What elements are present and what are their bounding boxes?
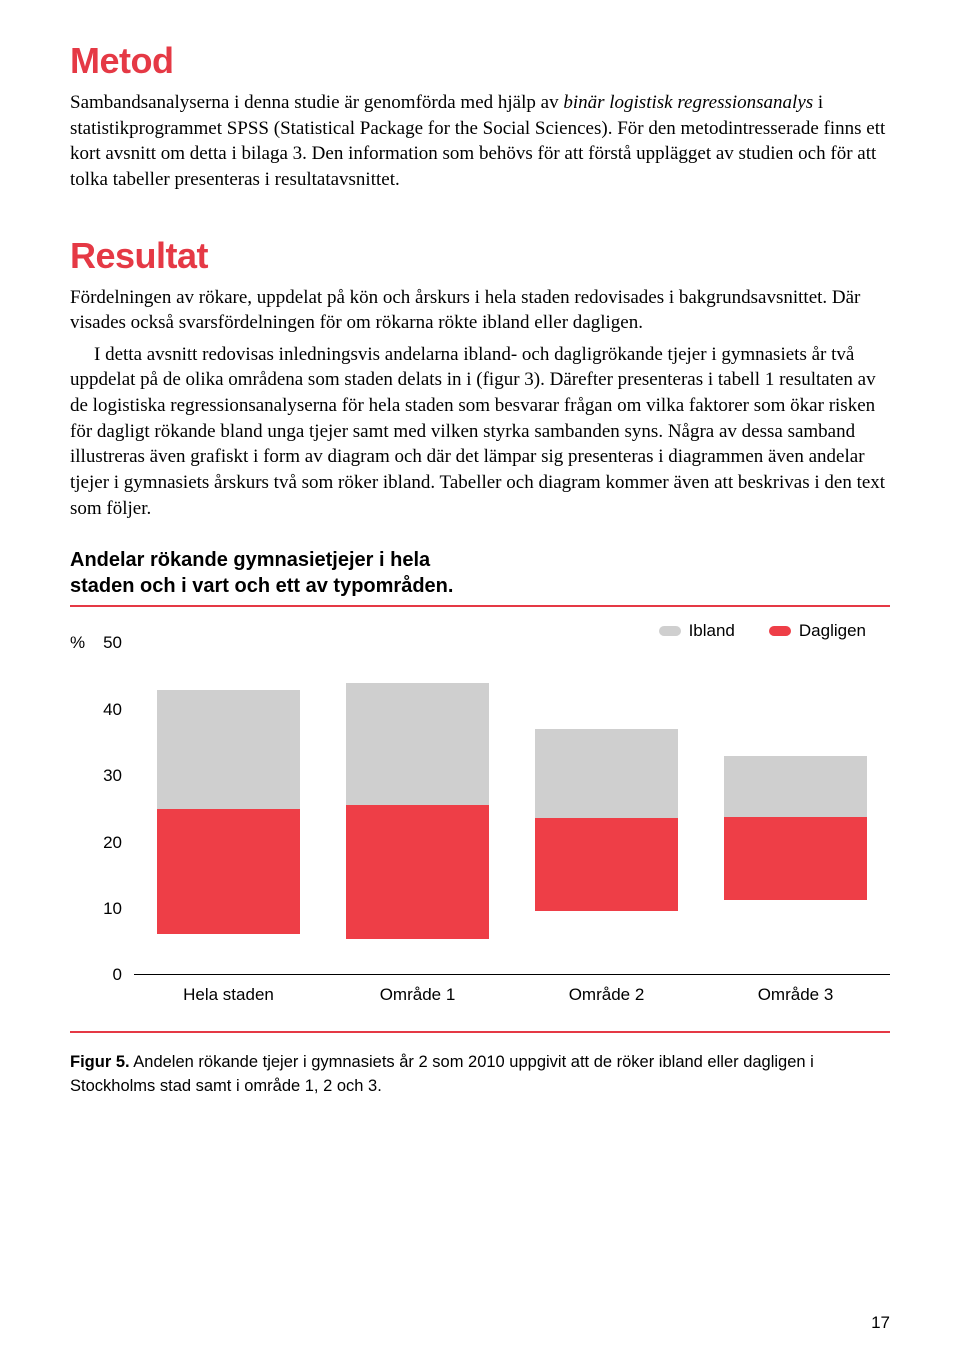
chart-title-l2: staden och i vart och ett av typområden.: [70, 575, 453, 597]
bar-group: [157, 643, 301, 974]
figure-caption: Figur 5. Andelen rökande tjejer i gymnas…: [70, 1051, 890, 1099]
metod-heading: Metod: [70, 40, 890, 82]
bar-seg-dagligen: [724, 817, 868, 900]
bar-seg-ibland: [535, 729, 679, 817]
ytick-0: 0: [113, 965, 122, 985]
chart-legend: Ibland Dagligen: [70, 607, 890, 641]
metod-p1-italic: binär logistisk regressionsanalys: [563, 92, 813, 113]
bar-stack: [724, 756, 868, 974]
plot-area: [134, 643, 890, 975]
chart-title-l1: Andelar rökande gymnasietjejer i hela: [70, 549, 430, 571]
ytick-20: 20: [103, 833, 122, 853]
resultat-heading: Resultat: [70, 235, 890, 277]
xlabel-3: Område 3: [724, 985, 868, 1013]
x-axis-labels: Hela staden Område 1 Område 2 Område 3: [134, 975, 890, 1013]
xlabel-2: Område 2: [535, 985, 679, 1013]
metod-p1a: Sambandsanalyserna i denna studie är gen…: [70, 92, 563, 113]
legend-ibland-label: Ibland: [689, 621, 735, 641]
legend-dagligen: Dagligen: [769, 621, 866, 641]
resultat-p2: I detta avsnitt redovisas inledningsvis …: [70, 342, 890, 521]
resultat-p1: Fördelningen av rökare, uppdelat på kön …: [70, 285, 890, 336]
ytick-10: 10: [103, 899, 122, 919]
xlabel-1: Område 1: [346, 985, 490, 1013]
ytick-40: 40: [103, 700, 122, 720]
y-axis: % 50 40 30 20 10 0: [70, 643, 134, 975]
bar-seg-dagligen: [346, 805, 490, 939]
bar-seg-ibland: [346, 683, 490, 805]
xlabel-0: Hela staden: [157, 985, 301, 1013]
swatch-ibland: [659, 626, 681, 636]
ytick-50: 50: [103, 633, 122, 653]
bar-seg-ibland: [157, 690, 301, 810]
bar-stack: [535, 729, 679, 974]
metod-paragraph: Sambandsanalyserna i denna studie är gen…: [70, 90, 890, 193]
bar-group: [535, 643, 679, 974]
bar-stack: [346, 683, 490, 974]
bar-group: [724, 643, 868, 974]
bar-group: [346, 643, 490, 974]
legend-ibland: Ibland: [659, 621, 735, 641]
bar-seg-dagligen: [535, 818, 679, 911]
ytick-30: 30: [103, 766, 122, 786]
bars-container: [134, 643, 890, 974]
chart-title: Andelar rökande gymnasietjejer i hela st…: [70, 547, 890, 599]
y-unit: %: [70, 633, 85, 653]
bar-stack: [157, 690, 301, 975]
swatch-dagligen: [769, 626, 791, 636]
legend-dagligen-label: Dagligen: [799, 621, 866, 641]
chart: % 50 40 30 20 10 0 Hela staden Område 1 …: [70, 643, 890, 1013]
caption-rest: Andelen rökande tjejer i gymnasiets år 2…: [70, 1053, 814, 1095]
chart-rule-bottom: [70, 1031, 890, 1033]
page-number: 17: [871, 1313, 890, 1333]
bar-seg-ibland: [724, 756, 868, 817]
bar-seg-dagligen: [157, 809, 301, 934]
caption-bold: Figur 5.: [70, 1053, 130, 1071]
